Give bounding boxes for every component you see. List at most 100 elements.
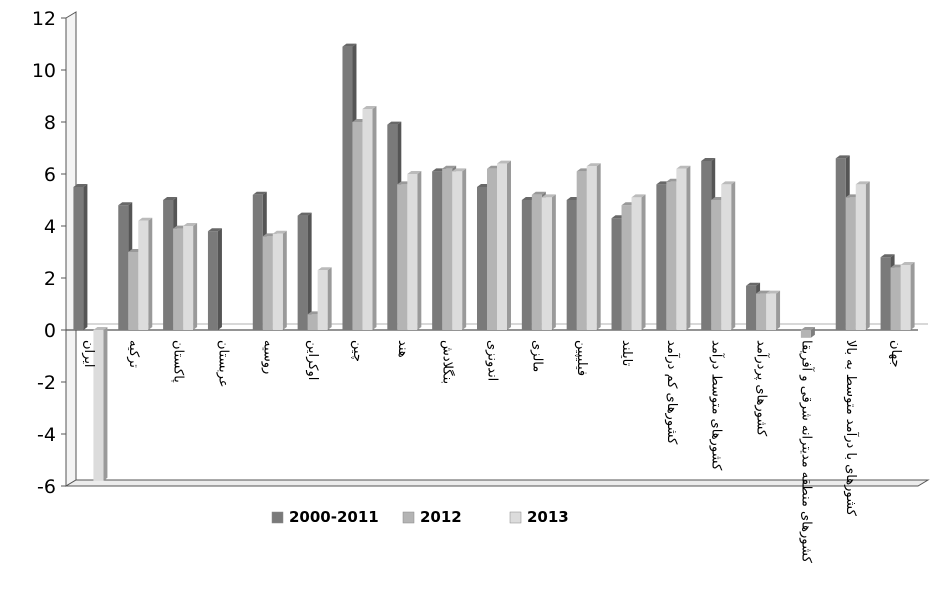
bar-top bbox=[531, 191, 546, 195]
y-tick-label: -6 bbox=[37, 476, 56, 498]
bar-top bbox=[756, 290, 771, 294]
bar bbox=[432, 171, 443, 330]
bar-side bbox=[327, 267, 332, 330]
bar bbox=[407, 174, 418, 330]
bar-top bbox=[442, 165, 457, 169]
bar-top bbox=[342, 43, 357, 47]
bar bbox=[890, 267, 901, 330]
bar-top bbox=[497, 160, 511, 164]
bar bbox=[272, 233, 283, 330]
bar-side bbox=[372, 106, 377, 330]
bar-top bbox=[880, 254, 895, 258]
x-category-label: بنگلادش bbox=[440, 340, 456, 384]
y-tick-label: 2 bbox=[44, 268, 56, 290]
bar-side bbox=[193, 223, 198, 330]
bar bbox=[452, 171, 463, 330]
bar bbox=[163, 200, 174, 330]
bar-top bbox=[746, 282, 761, 286]
bar bbox=[128, 252, 139, 330]
bar-top bbox=[631, 194, 646, 198]
bar-top bbox=[900, 262, 915, 265]
x-category-label: مالزی bbox=[529, 340, 544, 372]
bar bbox=[756, 293, 767, 330]
bar-side bbox=[865, 181, 870, 330]
x-category-label: تایلند bbox=[619, 340, 634, 367]
bar-top bbox=[362, 106, 377, 109]
bar-top bbox=[73, 184, 88, 187]
y-tick-label: 6 bbox=[44, 164, 56, 186]
bar-top bbox=[118, 202, 133, 206]
bar-side bbox=[282, 230, 287, 330]
bar bbox=[487, 168, 497, 330]
legend-swatch bbox=[271, 511, 284, 524]
bar bbox=[173, 228, 184, 330]
y-tick-label: 4 bbox=[44, 216, 56, 238]
bar-top bbox=[297, 212, 312, 216]
bar-side bbox=[217, 228, 222, 330]
chart-floor bbox=[64, 479, 930, 487]
bar-side bbox=[596, 163, 601, 330]
bar bbox=[900, 265, 911, 330]
legend-swatch bbox=[509, 511, 522, 524]
bar-side bbox=[551, 194, 556, 330]
bar-side bbox=[83, 184, 88, 330]
x-category-label: کشورهای متوسط درآمد bbox=[709, 340, 726, 471]
bar-side bbox=[148, 217, 153, 330]
bar bbox=[656, 184, 667, 330]
bar-side bbox=[462, 168, 467, 330]
x-category-label: کشورهای با درآمد متوسط به بالا bbox=[843, 340, 860, 517]
x-category-label: روسیه bbox=[260, 340, 275, 374]
bar bbox=[835, 158, 846, 330]
bar-top bbox=[272, 230, 287, 234]
bar-side bbox=[641, 194, 646, 330]
bar-top bbox=[800, 327, 815, 330]
bar-side bbox=[731, 181, 736, 330]
bar bbox=[207, 231, 218, 330]
bar bbox=[611, 218, 622, 330]
bar bbox=[576, 171, 587, 330]
bar-side bbox=[686, 165, 691, 330]
bar-top bbox=[407, 171, 422, 174]
bar bbox=[711, 200, 722, 330]
bar bbox=[541, 197, 552, 330]
bar-side bbox=[507, 160, 511, 330]
bar bbox=[93, 330, 104, 481]
bar-top bbox=[541, 194, 556, 198]
bar-top bbox=[452, 168, 467, 172]
y-tick-label: 8 bbox=[44, 112, 56, 134]
bar bbox=[766, 293, 777, 330]
bar bbox=[387, 124, 398, 330]
bar bbox=[497, 163, 507, 330]
bar bbox=[342, 46, 353, 330]
x-category-label: اندونزی bbox=[485, 340, 500, 381]
bar bbox=[845, 197, 856, 330]
bar bbox=[701, 161, 712, 330]
bar-top bbox=[207, 228, 222, 232]
y-tick-label: -2 bbox=[37, 372, 56, 394]
x-category-label: فیلیپین bbox=[574, 340, 589, 376]
bar bbox=[362, 109, 373, 330]
x-category-label: کشورهای پردرآمد bbox=[754, 340, 771, 437]
bar-top bbox=[721, 181, 736, 185]
bar bbox=[442, 168, 453, 330]
bar bbox=[666, 181, 677, 330]
y-tick-label: 0 bbox=[44, 320, 56, 342]
bar bbox=[477, 187, 487, 330]
bar-top bbox=[835, 155, 850, 159]
bar bbox=[621, 205, 632, 330]
bar bbox=[676, 168, 687, 330]
bar-side bbox=[307, 212, 312, 330]
x-category-label: هند bbox=[395, 340, 410, 358]
bar-side bbox=[776, 290, 781, 330]
bar bbox=[397, 184, 408, 330]
bar-top bbox=[586, 163, 601, 167]
bar bbox=[800, 330, 811, 338]
bar bbox=[566, 200, 577, 330]
bar bbox=[317, 270, 328, 330]
bar-top bbox=[387, 121, 402, 125]
x-category-label: جهان bbox=[888, 340, 903, 368]
bar-top bbox=[183, 223, 198, 226]
bar-top bbox=[855, 181, 870, 185]
